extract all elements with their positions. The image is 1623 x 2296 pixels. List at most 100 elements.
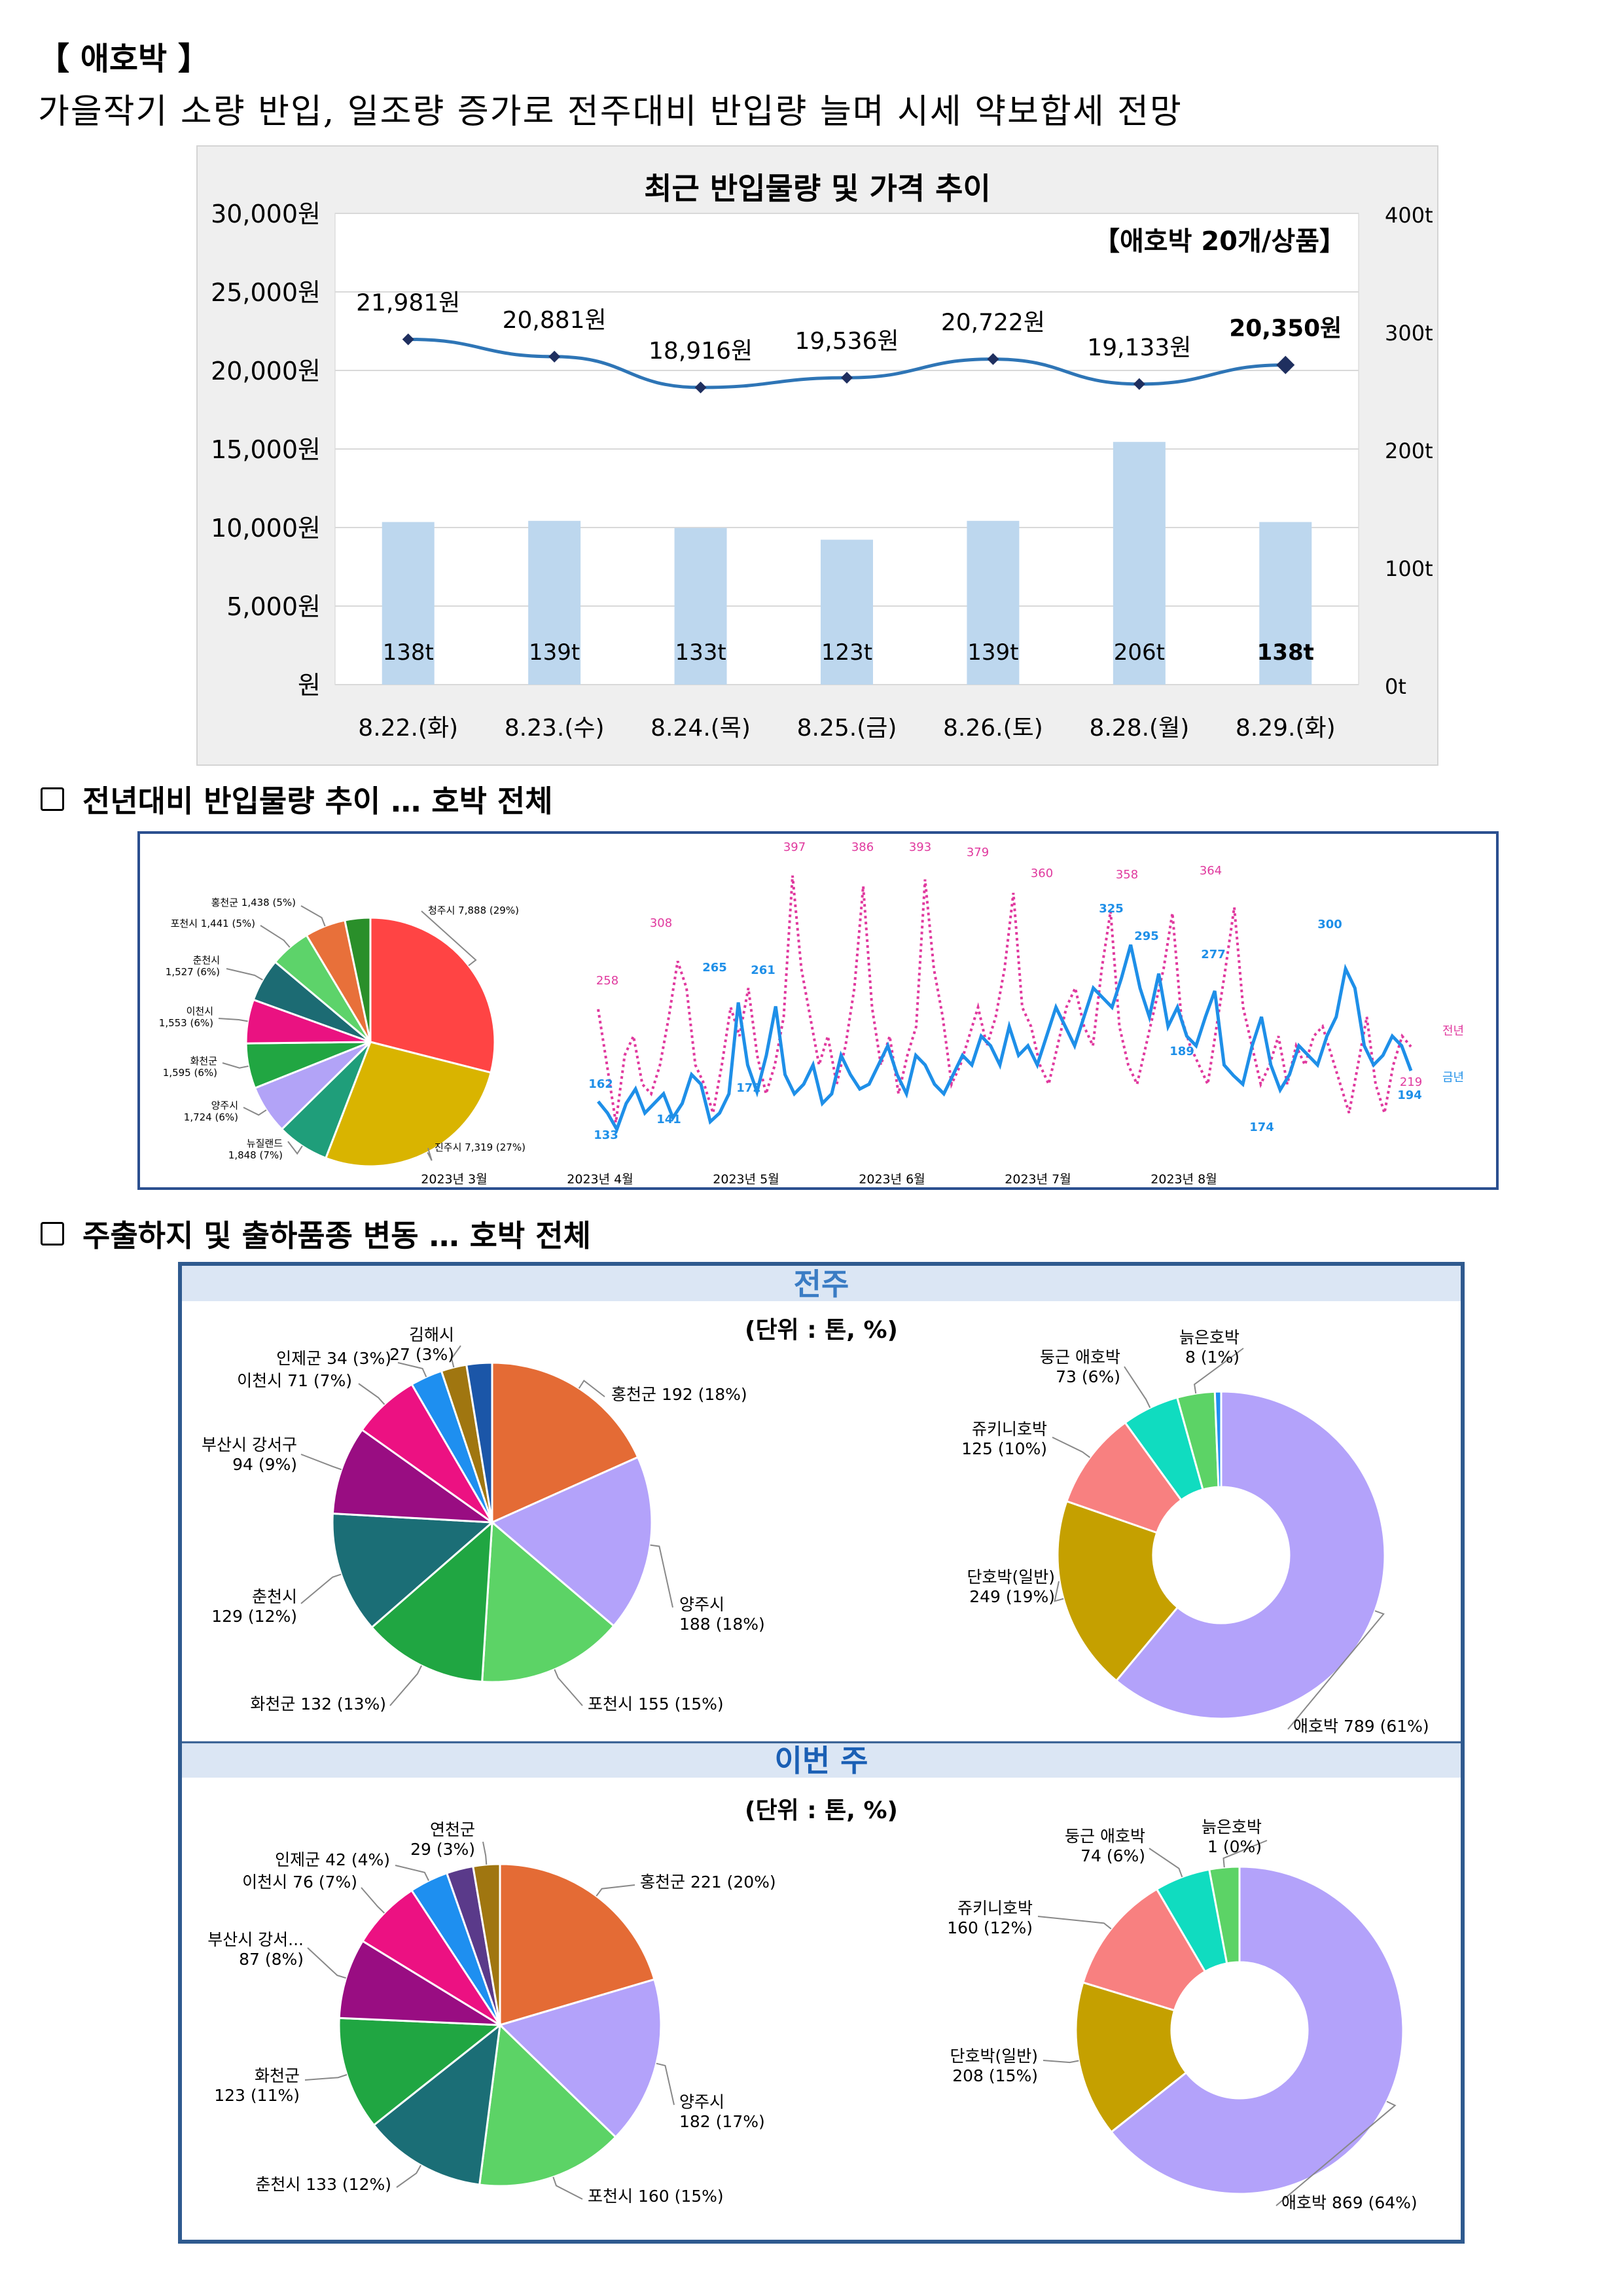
point-label: 258 (596, 974, 618, 988)
prev-origin-slice (490, 1456, 653, 1628)
this-variety-slice-label: 쥬키니호박 160 (12%) (947, 1899, 1033, 1937)
origin-variety-panel: 전주 (단위 : 톤, %) 이번 주 (단위 : 톤, %) 홍천군 192 (18%… (178, 1262, 1465, 2244)
this-variety-leader (1275, 2100, 1397, 2206)
y-right-tick: 100t (1385, 556, 1433, 581)
point-label: 358 (1116, 868, 1138, 882)
origin-share-leader (427, 1147, 433, 1161)
x-tick: 8.23.(수) (505, 715, 605, 742)
chart-title: 최근 반입물량 및 가격 추이 (644, 171, 991, 206)
x-tick: 2023년 3월 (421, 1172, 487, 1187)
y-right-tick: 400t (1385, 203, 1433, 228)
this-variety-slice (1208, 1865, 1241, 1965)
this-variety-slice-label: 둥근 애호박 74 (6%) (1065, 1827, 1145, 1865)
point-label: 295 (1134, 929, 1159, 943)
origin-share-leader (287, 1141, 303, 1155)
point-label: 265 (702, 961, 727, 975)
this-origin-leader (552, 2176, 583, 2200)
origin-share-leader (300, 905, 326, 927)
prev-origin-slice (331, 1512, 495, 1629)
volume-label: 123t (821, 639, 872, 666)
volume-label: 138t (383, 639, 434, 666)
x-tick: 2023년 8월 (1150, 1172, 1217, 1187)
prev-origin-slice-label: 인제군 34 (3%) (276, 1349, 391, 1368)
volume-bar (821, 539, 873, 685)
this-origin-leader (656, 2062, 675, 2106)
origin-share-slice-label: 화천군 1,595 (6%) (163, 1055, 217, 1079)
origin-share-slice-label: 진주시 7,319 (27%) (435, 1141, 526, 1153)
prev-variety-leader (1052, 1437, 1090, 1458)
price-marker (1276, 355, 1295, 374)
this-origin-slice (361, 1889, 501, 2026)
prev-variety-leader (1124, 1366, 1151, 1408)
this-variety-slice (1082, 1888, 1207, 2012)
x-tick: 8.22.(화) (358, 715, 458, 742)
yoy-section-title: 전년대비 반입물량 추이 … 호박 전체 (82, 783, 553, 819)
prev-origin-slice-label: 김해시 27 (3%) (389, 1325, 454, 1364)
price-label: 20,881원 (503, 307, 607, 334)
prev-origin-slice (331, 1428, 496, 1524)
volume-label: 206t (1114, 639, 1165, 666)
origin-share-leader (243, 1107, 267, 1116)
origin-variety-svg: 전주 (단위 : 톤, %) 이번 주 (단위 : 톤, %) 홍천군 192 (18%… (182, 1266, 1461, 2212)
checkbox-icon (41, 1222, 64, 1246)
checkbox-icon (41, 787, 64, 811)
origin-share-slice-label: 청주시 7,888 (29%) (428, 905, 519, 916)
volume-label: 138t (1257, 639, 1314, 666)
y-right-tick: 0t (1385, 674, 1406, 699)
y-left-tick: 10,000원 (211, 514, 321, 543)
yoy-volume-svg: 청주시 7,888 (29%) 진주시 7,319 (27%) 뉴질랜드 1,848 … (159, 840, 1464, 1187)
point-label: 172 (736, 1081, 761, 1095)
y-left-tick: 5,000원 (226, 592, 321, 621)
price-marker (841, 372, 853, 384)
volume-bar (1259, 522, 1312, 685)
unit-note: (단위 : 톤, %) (745, 1797, 898, 1824)
prev-week-label: 전주 (794, 1266, 849, 1302)
prev-origin-leader (578, 1380, 605, 1397)
y-left-tick: 25,000원 (211, 278, 321, 307)
price-marker (1133, 378, 1145, 390)
prev-origin-slice-label: 양주시 188 (18%) (679, 1595, 765, 1634)
prev-origin-leader (300, 1454, 342, 1471)
this-week-label: 이번 주 (775, 1743, 868, 1778)
this-origin-leader (304, 2073, 348, 2081)
prev-variety-slice-label: 늙은호박 8 (1%) (1179, 1328, 1240, 1367)
this-origin-slice-label: 포천시 160 (15%) (588, 2187, 724, 2206)
prev-variety-slice (1115, 1390, 1386, 1720)
this-origin-leader (307, 1947, 347, 1979)
prev-variety-slice (1056, 1499, 1179, 1683)
x-tick: 8.29.(화) (1236, 715, 1336, 742)
prev-origin-slice-label: 부산시 강서구 94 (9%) (202, 1435, 297, 1474)
origin-section-heading: 주출하지 및 출하품종 변동 … 호박 전체 (41, 1212, 591, 1255)
yoy-volume-panel: 청주시 7,888 (29%) 진주시 7,319 (27%) 뉴질랜드 1,848 … (137, 831, 1499, 1190)
x-tick: 8.25.(금) (797, 715, 897, 742)
origin-share-slice-label: 춘천시 1,527 (6%) (166, 954, 220, 978)
y-left-tick: 원 (298, 671, 321, 700)
x-tick: 8.28.(월) (1089, 715, 1189, 742)
prev-week-banner (182, 1266, 1461, 1301)
series-label: 전년 (1442, 1024, 1464, 1038)
point-label: 162 (588, 1077, 613, 1091)
this-variety-leader (1149, 1848, 1183, 1878)
this-variety-slice (1075, 1981, 1188, 2134)
this-origin-slice-label: 양주시 182 (17%) (679, 2092, 765, 2131)
point-label: 189 (1169, 1045, 1194, 1058)
point-label: 261 (751, 963, 776, 977)
prev-origin-slice-label: 화천군 132 (13%) (250, 1695, 386, 1713)
x-tick: 8.24.(목) (651, 715, 751, 742)
prev-origin-leader (397, 1362, 427, 1378)
volume-bar (674, 528, 727, 685)
this-variety-slice (1110, 1865, 1404, 2195)
y-right-tick: 300t (1385, 321, 1433, 346)
this-origin-slice-label: 부산시 강서... 87 (8%) (207, 1930, 304, 1969)
volume-label: 133t (675, 639, 726, 666)
point-label: 379 (967, 846, 989, 859)
point-label: 386 (851, 840, 874, 854)
prev-origin-leader (389, 1665, 422, 1706)
prev-origin-leader (650, 1544, 673, 1608)
prev-origin-slice-label: 포천시 155 (15%) (588, 1695, 724, 1713)
this-origin-leader (396, 2164, 421, 2188)
prev-variety-slice-label: 둥근 애호박 73 (6%) (1040, 1348, 1120, 1386)
point-label: 141 (656, 1113, 681, 1126)
this-variety-leader (1043, 2060, 1079, 2064)
this-variety-slice-label: 단호박(일반) 208 (15%) (950, 2047, 1038, 2085)
